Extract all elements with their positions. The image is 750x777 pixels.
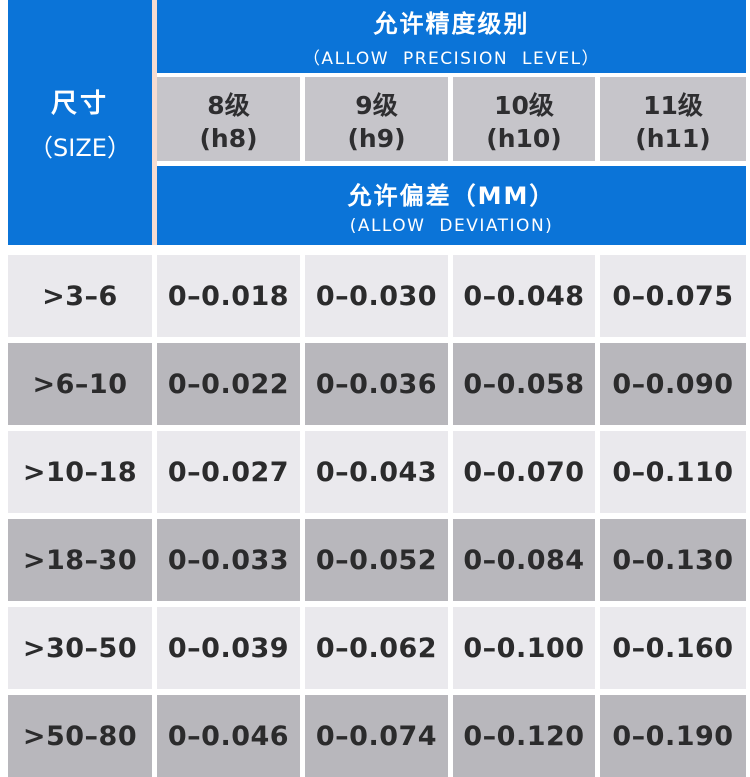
deviation-header: 允许偏差（MM） (ALLOW DEVIATION): [157, 166, 746, 245]
column-divider: [152, 0, 157, 245]
level-label-en: (h9): [347, 123, 406, 153]
deviation-value-cell: 0–0.130: [600, 519, 746, 601]
level-label-zh: 9级: [355, 90, 398, 120]
deviation-value-cell: 0–0.027: [157, 431, 300, 513]
size-range-cell: >10–18: [8, 431, 152, 513]
deviation-value-cell: 0–0.090: [600, 343, 746, 425]
deviation-value-cell: 0–0.075: [600, 255, 746, 337]
deviation-value-cell: 0–0.100: [453, 607, 595, 689]
deviation-value-cell: 0–0.120: [453, 695, 595, 777]
table-header: 尺寸 （SIZE） 允许精度级别 （ALLOW PRECISION LEVEL）…: [8, 0, 746, 245]
deviation-value-cell: 0–0.074: [305, 695, 448, 777]
deviation-value-cell: 0–0.084: [453, 519, 595, 601]
deviation-value-cell: 0–0.018: [157, 255, 300, 337]
size-range-cell: >50–80: [8, 695, 152, 777]
precision-level-title-zh: 允许精度级别: [373, 10, 530, 38]
deviation-value-cell: 0–0.030: [305, 255, 448, 337]
deviation-value-cell: 0–0.058: [453, 343, 595, 425]
size-header-zh: 尺寸: [50, 88, 109, 119]
deviation-value-cell: 0–0.036: [305, 343, 448, 425]
level-header-cell-h10: 10级 (h10): [453, 77, 595, 161]
level-header-cell-h9: 9级 (h9): [305, 77, 448, 161]
size-range-cell: >6–10: [8, 343, 152, 425]
size-range-cell: >3–6: [8, 255, 152, 337]
size-header-cell: 尺寸 （SIZE）: [8, 0, 152, 245]
deviation-value-cell: 0–0.190: [600, 695, 746, 777]
level-header-cell-h8: 8级 (h8): [157, 77, 300, 161]
level-label-zh: 11级: [643, 90, 703, 120]
deviation-value-cell: 0–0.022: [157, 343, 300, 425]
precision-level-header: 允许精度级别 （ALLOW PRECISION LEVEL）: [157, 0, 746, 73]
table-body: >3–6 0–0.018 0–0.030 0–0.048 0–0.075 >6–…: [8, 255, 746, 777]
deviation-value-cell: 0–0.043: [305, 431, 448, 513]
level-label-en: (h11): [635, 123, 711, 153]
deviation-value-cell: 0–0.062: [305, 607, 448, 689]
level-label-en: (h8): [199, 123, 258, 153]
deviation-value-cell: 0–0.052: [305, 519, 448, 601]
precision-level-title-en: （ALLOW PRECISION LEVEL）: [302, 49, 601, 69]
deviation-title-en: (ALLOW DEVIATION): [349, 215, 554, 236]
deviation-value-cell: 0–0.160: [600, 607, 746, 689]
deviation-title-zh: 允许偏差（MM）: [347, 181, 556, 210]
level-label-en: (h10): [486, 123, 562, 153]
deviation-value-cell: 0–0.070: [453, 431, 595, 513]
deviation-value-cell: 0–0.046: [157, 695, 300, 777]
deviation-value-cell: 0–0.039: [157, 607, 300, 689]
deviation-value-cell: 0–0.048: [453, 255, 595, 337]
size-header-en: （SIZE）: [29, 133, 131, 162]
level-label-zh: 8级: [207, 90, 250, 120]
level-header-cell-h11: 11级 (h11): [600, 77, 746, 161]
size-range-cell: >30–50: [8, 607, 152, 689]
size-range-cell: >18–30: [8, 519, 152, 601]
level-label-zh: 10级: [494, 90, 554, 120]
deviation-value-cell: 0–0.033: [157, 519, 300, 601]
deviation-value-cell: 0–0.110: [600, 431, 746, 513]
